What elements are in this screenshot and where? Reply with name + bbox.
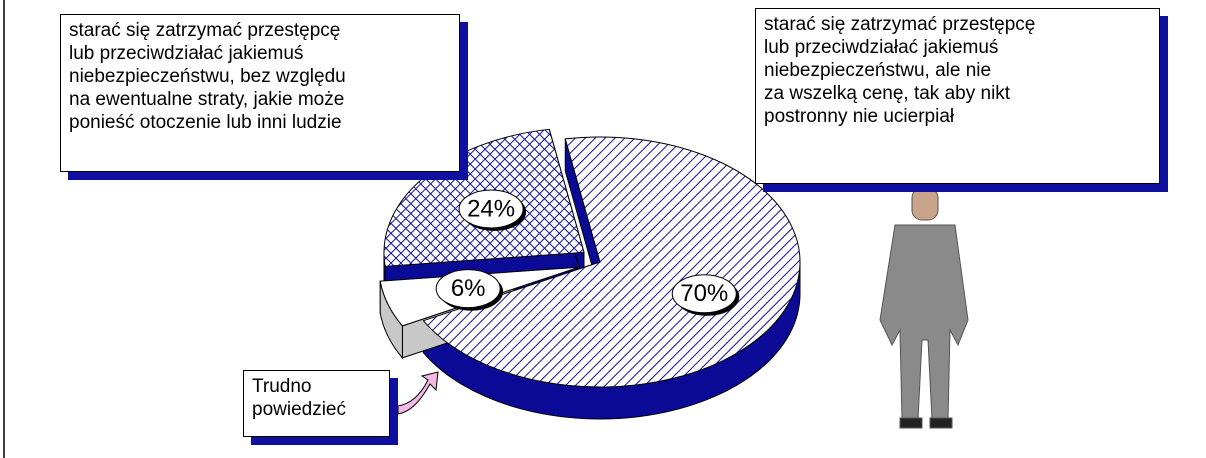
callout: starać się zatrzymać przestępcę lub prze… [60,14,460,172]
value-label-bg [671,274,737,314]
callout: starać się zatrzymać przestępcę lub prze… [755,8,1160,184]
police-officer [879,175,969,429]
value-label: 24% [467,195,515,222]
pie-tops: 70% 6% 24% [379,128,801,388]
callout-arrow [397,371,439,415]
value-label-bg [435,269,501,309]
value-label: 6% [451,275,486,302]
value-label-bg [458,189,524,229]
pie-slice [422,136,801,388]
pie: 70% 6% 24% [379,128,801,420]
callout: Trudno powiedzieć [243,370,390,437]
value-label: 70% [680,280,728,307]
